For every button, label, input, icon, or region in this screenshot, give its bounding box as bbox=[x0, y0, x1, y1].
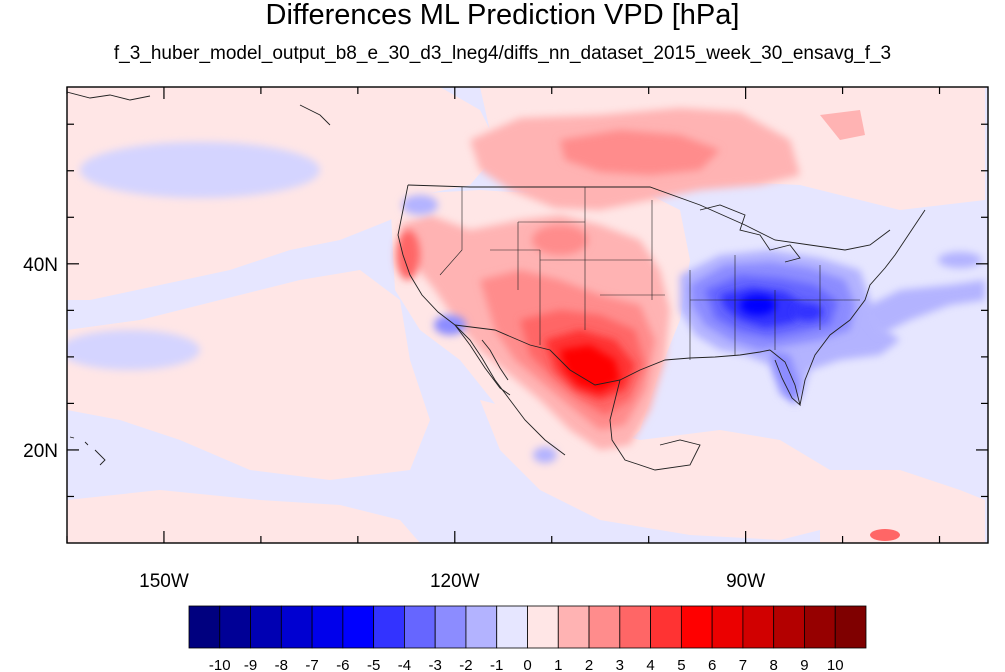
us-east-coast bbox=[799, 209, 926, 406]
colorbar-label: 1 bbox=[554, 657, 562, 672]
atlantic-negative-streak bbox=[860, 280, 985, 335]
colorbar-box bbox=[219, 605, 251, 649]
map-title: Differences ML Prediction VPD [hPa] bbox=[265, 0, 740, 31]
colorbar-label: -3 bbox=[429, 657, 442, 672]
hawaii-islands bbox=[69, 436, 106, 466]
colorbar-label: 8 bbox=[770, 657, 778, 672]
caribbean-pale bbox=[820, 470, 985, 543]
colorbar-label: 7 bbox=[739, 657, 747, 672]
map-subtitle: f_3_huber_model_output_b8_e_30_d3_lneg4/… bbox=[113, 43, 892, 64]
colorbar-label: 0 bbox=[523, 657, 531, 672]
colorbar-labels: -10 -9 -8 -7 -6 -5 -4 -3 -2 -1 0 1 2 3 4 5 6 7 8 9 10 bbox=[209, 657, 844, 672]
y-tick-label: 40N bbox=[23, 255, 58, 276]
colorbar-box bbox=[342, 605, 375, 649]
colorbar-box bbox=[680, 605, 713, 649]
colorbar-box bbox=[650, 605, 682, 649]
colorbar-box bbox=[588, 605, 621, 649]
colorbar-label: -8 bbox=[275, 657, 288, 672]
x-axis-ticks: 150W 120W 90W bbox=[66, 87, 941, 590]
canada-anomaly-east bbox=[820, 110, 865, 140]
colorbar-box bbox=[434, 605, 467, 649]
baja-california bbox=[454, 324, 511, 396]
pacific-patch-mid bbox=[67, 270, 430, 480]
colorbar-box bbox=[404, 605, 436, 649]
us-mexico-border bbox=[454, 324, 621, 386]
mexico-east-coast bbox=[609, 379, 701, 471]
colorbar-label: -10 bbox=[209, 657, 231, 672]
colorbar-box bbox=[280, 605, 313, 649]
x-tick-label: 150W bbox=[139, 571, 189, 590]
florida-anomaly bbox=[770, 350, 800, 405]
colorbar-label: -7 bbox=[305, 657, 318, 672]
colorbar-label: 10 bbox=[827, 657, 844, 672]
colorbar-box bbox=[465, 605, 498, 649]
colorbar-label: -6 bbox=[336, 657, 349, 672]
colorbar-box bbox=[311, 605, 344, 649]
coastlines-and-borders bbox=[67, 91, 926, 471]
pacific-negative-patches bbox=[67, 142, 320, 370]
pacific-patch-south bbox=[67, 490, 420, 543]
field-layer bbox=[67, 87, 988, 543]
colorbar-box bbox=[742, 605, 775, 649]
alaska-coast bbox=[67, 91, 331, 126]
pacific-negative-lobe-2 bbox=[67, 330, 200, 370]
colorbar-boxes bbox=[188, 605, 867, 649]
us-canada-border bbox=[407, 184, 891, 251]
vpd-difference-map: 150W 120W 90W 40N 20N bbox=[23, 86, 989, 590]
colorbar-label: 5 bbox=[677, 657, 685, 672]
pacific-nw-negative bbox=[402, 195, 438, 215]
pacific-negative-lobe-1 bbox=[80, 142, 320, 198]
colorbar-label: -2 bbox=[459, 657, 472, 672]
great-lakes bbox=[699, 204, 801, 263]
plot-frame bbox=[66, 86, 989, 544]
y-tick-label: 20N bbox=[23, 441, 58, 462]
california-anomaly bbox=[396, 230, 420, 280]
pacific-patch-north bbox=[67, 87, 500, 300]
colorbar-box bbox=[188, 605, 221, 649]
x-tick-label: 120W bbox=[430, 571, 480, 590]
colorbar-box bbox=[619, 605, 651, 649]
colorbar-box bbox=[834, 605, 867, 649]
atlantic-negative-blob bbox=[938, 252, 982, 268]
colorbar-box bbox=[527, 605, 559, 649]
colorbar-label: 2 bbox=[585, 657, 593, 672]
colorbar-label: 3 bbox=[616, 657, 624, 672]
colorbar-box bbox=[557, 605, 590, 649]
colorbar-box bbox=[804, 605, 836, 649]
y-axis-ticks: 40N 20N bbox=[23, 123, 988, 498]
baja-negative-blob bbox=[434, 315, 466, 335]
colorbar-label: -1 bbox=[490, 657, 503, 672]
mexico-negative-blob bbox=[533, 447, 557, 463]
canada-anomaly-inner bbox=[560, 130, 720, 175]
colorbar-label: 4 bbox=[646, 657, 654, 672]
gulf-coast bbox=[619, 349, 771, 381]
colorbar-label: -9 bbox=[244, 657, 257, 672]
wyoming-anomaly bbox=[532, 225, 588, 255]
colorbar-box bbox=[496, 605, 528, 649]
colorbar-box bbox=[373, 605, 405, 649]
state-lines bbox=[439, 187, 860, 360]
x-tick-label: 90W bbox=[726, 571, 765, 590]
colorbar-label: 6 bbox=[708, 657, 716, 672]
colorbar-box bbox=[773, 605, 805, 649]
se-anomaly-core bbox=[740, 295, 776, 315]
colorbar-box bbox=[711, 605, 744, 649]
carolina-anomaly bbox=[793, 303, 823, 321]
caribbean-small-positive bbox=[870, 529, 900, 541]
colorbar-label: -5 bbox=[367, 657, 380, 672]
mexico-pale bbox=[480, 400, 860, 540]
colorbar-box bbox=[250, 605, 282, 649]
colorbar-label: -4 bbox=[398, 657, 411, 672]
us-west-coast bbox=[397, 184, 566, 456]
sw-anomaly-level-6 bbox=[560, 345, 620, 392]
canada-positive-anomaly bbox=[470, 108, 865, 210]
southwest-positive-anomaly bbox=[396, 215, 900, 541]
colorbar-label: 9 bbox=[800, 657, 808, 672]
